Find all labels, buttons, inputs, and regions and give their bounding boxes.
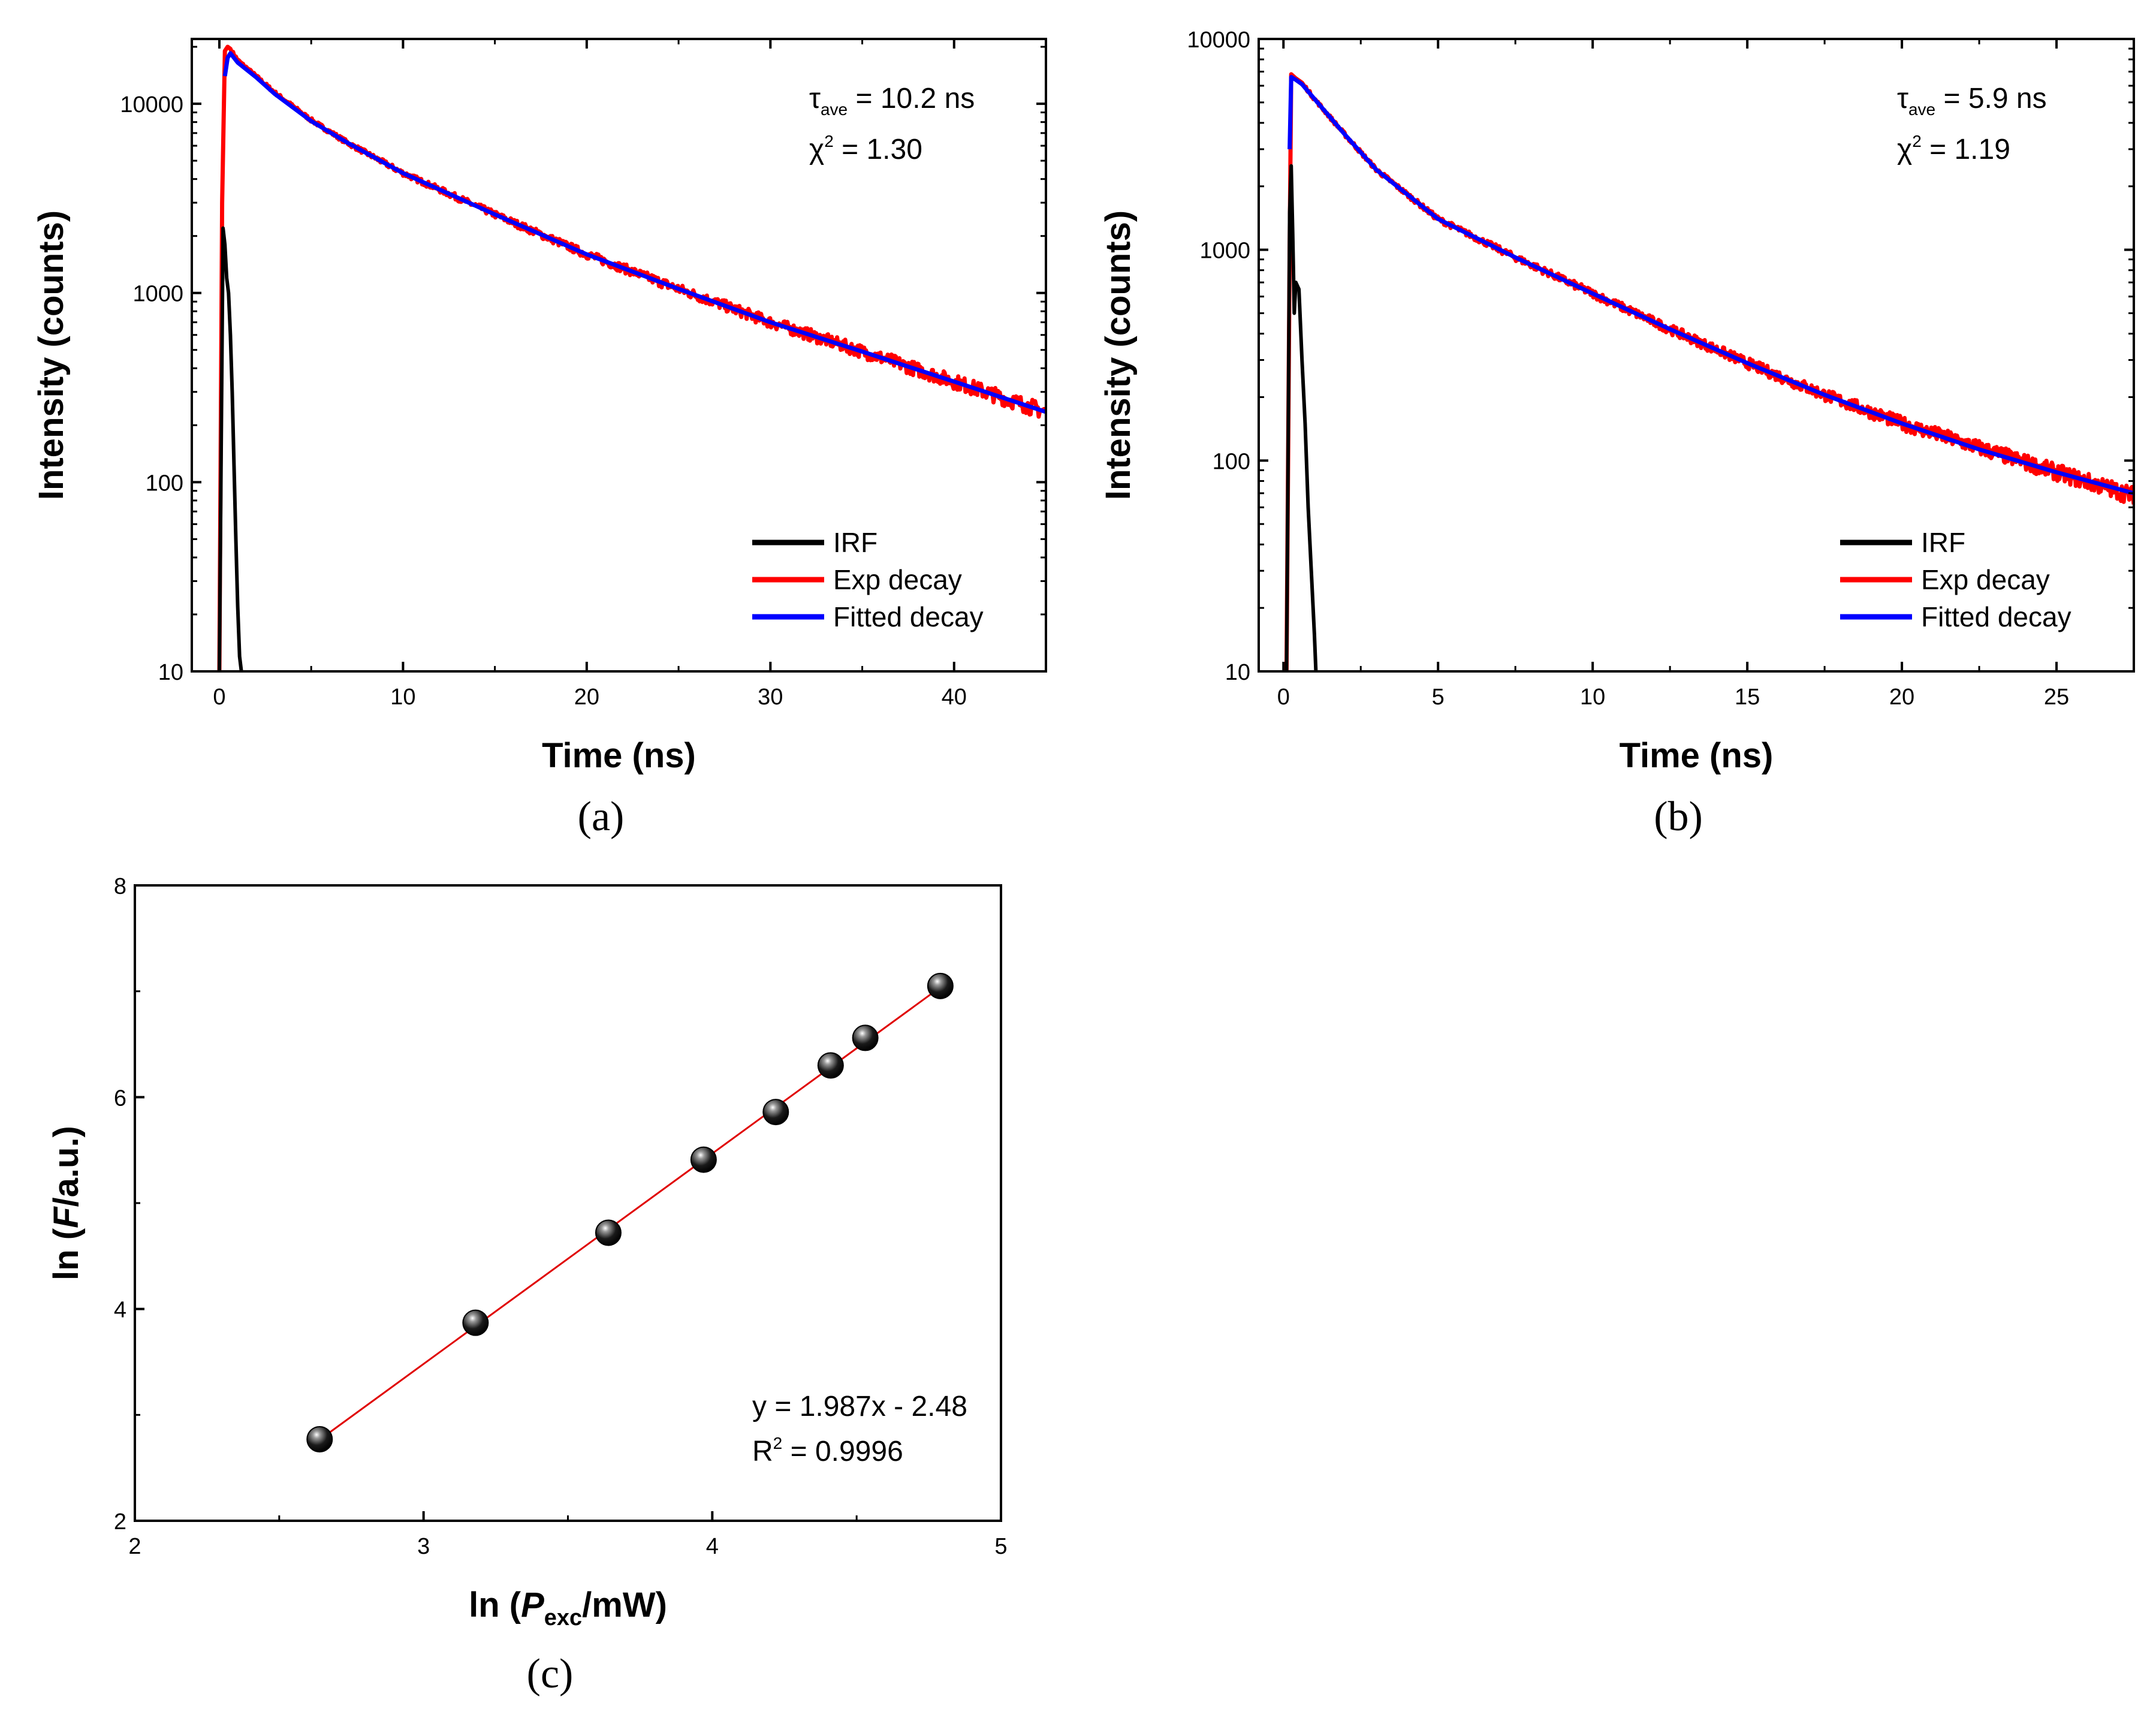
panel-c-caption: (c) [527,1651,574,1697]
chi-superscript: 2 [824,132,834,150]
data-point [690,1146,717,1173]
data-point [462,1309,489,1336]
panel-b-ticks: 0 5 10 15 20 25 10 100 1000 10000 [1187,28,2134,710]
panel-b-data-layer [1284,72,2134,671]
y-title-variable: F [47,1206,86,1228]
r2-value: = 0.9996 [782,1436,903,1467]
panel-a-legend: IRF Exp decay Fitted decay [752,527,984,632]
chi-value: = 1.30 [834,134,922,165]
r2-symbol: R [752,1436,773,1467]
data-point [762,1099,789,1126]
legend-label-fitted-decay: Fitted decay [1921,601,2071,632]
x-title-subscript: exc [544,1605,582,1630]
panel-b-legend: IRF Exp decay Fitted decay [1840,527,2071,632]
series-fitted-decay [222,51,1046,414]
y-tick-label: 100 [146,471,183,496]
legend-label-irf: IRF [833,527,878,558]
panel-c-fit-equation: y = 1.987x - 2.48 [752,1391,967,1422]
x-tick-label: 20 [1889,685,1914,710]
legend-label-fitted-decay: Fitted decay [833,601,984,632]
x-tick-label: 5 [1432,685,1445,710]
panel-a-ticks: 0 10 20 30 40 10 100 1000 10000 [120,39,1046,710]
panel-b-y-axis-title: Intensity (counts) [1099,210,1138,500]
y-tick-label: 10 [1225,660,1250,685]
y-tick-label: 8 [114,874,126,899]
series-group [217,44,1046,671]
x-tick-label: 2 [128,1534,141,1559]
x-title-suffix: /mW) [582,1586,667,1624]
panel-a-chi-annotation: χ2 = 1.30 [809,132,922,165]
panel-a-plot-frame [191,38,1047,673]
chi-value: = 1.19 [1922,134,2010,165]
x-tick-label: 40 [942,685,967,710]
legend-label-exp-decay: Exp decay [833,564,962,595]
y-tick-label: 6 [114,1086,126,1111]
x-title-prefix: ln ( [469,1586,521,1624]
panel-b-tau-annotation: τave = 5.9 ns [1897,83,2047,119]
tau-symbol: τ [1897,83,1908,114]
tau-value: = 10.2 ns [848,83,975,114]
panel-b-decay-chart: 0 5 10 15 20 25 10 100 1000 10000 Time (ns) Inten… [1099,28,2135,840]
panel-c-y-axis-title: ln (F/a.u.) [47,1126,86,1280]
x-tick-label: 30 [758,685,783,710]
series-fitted-decay [1287,75,2134,496]
x-tick-label: 15 [1735,685,1760,710]
series-irf [218,226,243,671]
tau-subscript: ave [821,100,848,119]
data-point [927,972,954,999]
x-tick-label: 4 [706,1534,719,1559]
x-tick-label: 10 [390,685,415,710]
y-tick-label: 10 [158,660,183,685]
data-point [817,1052,844,1079]
panel-a-decay-chart: 0 10 20 30 40 10 100 1000 10000 Time (ns) Intens… [32,38,1047,840]
data-point [306,1425,333,1452]
series-irf [1284,164,1318,671]
panel-c-x-axis-title: ln (Pexc/mW) [469,1586,667,1630]
chi-symbol: χ [809,134,824,165]
panel-a-x-axis-title: Time (ns) [542,736,696,775]
x-tick-label: 0 [213,685,225,710]
y-tick-label: 10000 [1187,28,1250,53]
data-point [595,1219,622,1246]
x-tick-label: 0 [1277,685,1290,710]
y-tick-label: 4 [114,1298,126,1323]
x-tick-label: 20 [574,685,599,710]
x-tick-label: 10 [1580,685,1605,710]
panel-c-data-layer [306,972,954,1452]
r2-superscript: 2 [773,1434,783,1452]
panel-b-caption: (b) [1654,794,1703,840]
y-title-prefix: ln ( [47,1228,86,1280]
panel-b-chi-annotation: χ2 = 1.19 [1897,132,2010,165]
x-tick-label: 5 [994,1534,1007,1559]
tau-subscript: ave [1908,100,1935,119]
chi-superscript: 2 [1912,132,1922,150]
panel-a-caption: (a) [578,794,625,840]
legend-label-exp-decay: Exp decay [1921,564,2050,595]
y-tick-label: 10000 [120,92,183,117]
y-tick-label: 1000 [132,282,183,307]
panel-b-x-axis-title: Time (ns) [1620,736,1774,775]
y-tick-label: 2 [114,1509,126,1535]
data-point [852,1024,879,1051]
x-tick-label: 3 [417,1534,430,1559]
y-tick-label: 100 [1213,449,1250,474]
tau-symbol: τ [809,83,821,114]
panel-b-plot-frame [1258,38,2135,673]
x-title-variable: P [521,1586,544,1624]
panel-a-y-axis-title: Intensity (counts) [32,210,71,500]
panel-a-data-layer [217,44,1046,671]
series-group [1284,72,2134,671]
panel-c-r-squared: R2 = 0.9996 [752,1434,903,1467]
legend-label-irf: IRF [1921,527,1965,558]
y-title-suffix: /a.u.) [47,1126,86,1207]
y-tick-label: 1000 [1199,239,1250,264]
panel-a-tau-annotation: τave = 10.2 ns [809,83,975,119]
chi-symbol: χ [1897,134,1912,165]
x-tick-label: 25 [2044,685,2069,710]
tau-value: = 5.9 ns [1935,83,2046,114]
panel-c-ticks: 2 3 4 5 2 4 6 8 [114,874,1008,1559]
